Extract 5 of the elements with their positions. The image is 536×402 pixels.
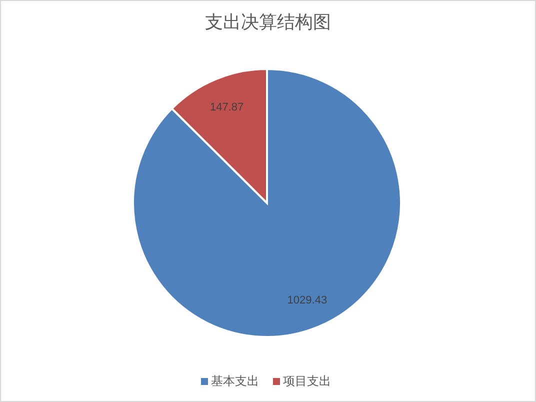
legend-label: 项目支出 (283, 374, 331, 388)
data-label: 147.87 (210, 102, 244, 114)
chart-title: 支出决算结构图 (205, 12, 331, 32)
legend-label: 基本支出 (211, 374, 259, 388)
data-label: 1029.43 (287, 294, 328, 306)
